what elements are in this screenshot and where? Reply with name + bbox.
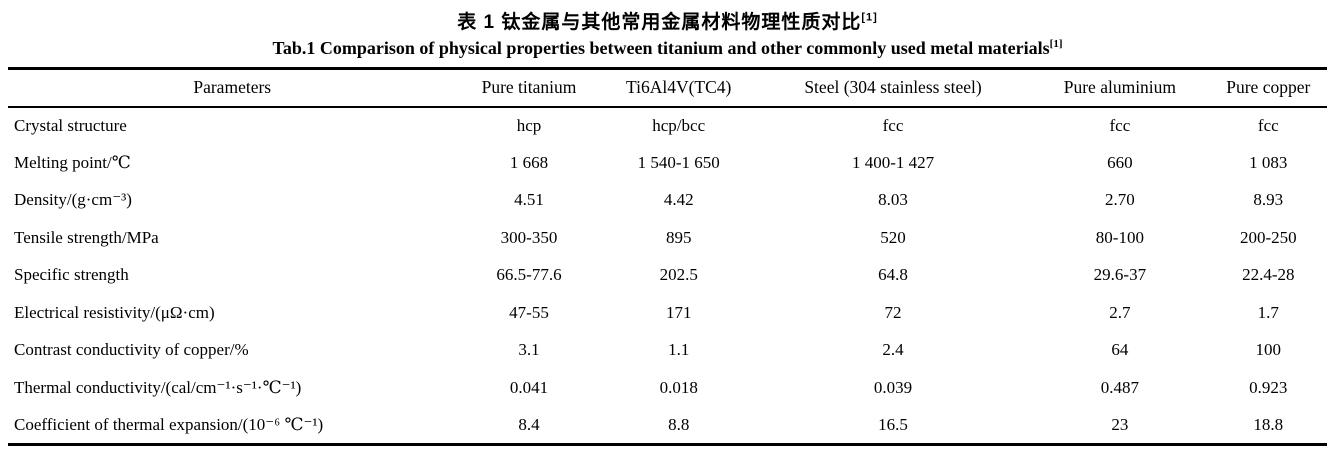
column-header-pure-aluminium: Pure aluminium <box>1063 77 1177 98</box>
param-cell: Melting point/℃ <box>14 152 131 172</box>
value-cell: 29.6-37 <box>1093 265 1147 285</box>
table-title-en-text: Tab.1 Comparison of physical properties … <box>272 38 1050 58</box>
value-cell: 2.7 <box>1109 302 1131 322</box>
value-cell: hcp <box>516 115 542 135</box>
value-cell: fcc <box>1109 115 1131 135</box>
param-cell: Contrast conductivity of copper/% <box>14 340 249 360</box>
column-header-pure-copper: Pure copper <box>1226 77 1311 98</box>
value-cell: 4.42 <box>663 190 694 210</box>
value-cell: 8.4 <box>518 414 540 434</box>
value-cell: 8.8 <box>668 414 690 434</box>
value-cell: 1 540-1 650 <box>637 152 720 172</box>
value-cell: 202.5 <box>659 265 698 285</box>
value-cell: 1 083 <box>1249 152 1288 172</box>
value-cell: 2.4 <box>882 340 904 360</box>
row-density: Density/(g·cm⁻³) 4.51 4.42 8.03 2.70 8.9… <box>8 182 1327 220</box>
table-title-zh: 表 1 钛金属与其他常用金属材料物理性质对比[1] <box>0 0 1335 34</box>
value-cell: 1.1 <box>668 340 690 360</box>
value-cell: 47-55 <box>509 302 549 322</box>
reference-marker-zh: [1] <box>861 11 878 24</box>
row-electrical-resistivity: Electrical resistivity/(μΩ·cm) 47-55 171… <box>8 294 1327 332</box>
table-title-zh-text: 表 1 钛金属与其他常用金属材料物理性质对比 <box>457 12 862 33</box>
column-header-parameters: Parameters <box>193 77 272 98</box>
column-header-steel: Steel (304 stainless steel) <box>804 77 982 98</box>
param-cell: Specific strength <box>14 265 129 285</box>
value-cell: 8.93 <box>1253 190 1284 210</box>
value-cell: 66.5-77.6 <box>496 265 562 285</box>
value-cell: 1 668 <box>509 152 549 172</box>
value-cell: 0.487 <box>1100 377 1140 397</box>
row-contrast-conductivity: Contrast conductivity of copper/% 3.1 1.… <box>8 332 1327 370</box>
value-cell: 0.041 <box>509 377 549 397</box>
column-header-ti6al4v: Ti6Al4V(TC4) <box>626 77 732 98</box>
value-cell: 1.7 <box>1257 302 1279 322</box>
value-cell: 22.4-28 <box>1242 265 1295 285</box>
table-title-en: Tab.1 Comparison of physical properties … <box>0 38 1335 59</box>
row-melting-point: Melting point/℃ 1 668 1 540-1 650 1 400-… <box>8 144 1327 182</box>
value-cell: 64.8 <box>878 265 908 285</box>
value-cell: 100 <box>1255 340 1282 360</box>
value-cell: 200-250 <box>1239 227 1297 247</box>
row-tensile-strength: Tensile strength/MPa 300-350 895 520 80-… <box>8 219 1327 257</box>
value-cell: fcc <box>1257 115 1279 135</box>
value-cell: 0.018 <box>659 377 698 397</box>
row-specific-strength: Specific strength 66.5-77.6 202.5 64.8 2… <box>8 257 1327 295</box>
param-cell: Tensile strength/MPa <box>14 227 159 247</box>
reference-marker-en: [1] <box>1049 38 1063 50</box>
value-cell: 1 400-1 427 <box>851 152 935 172</box>
value-cell: 72 <box>884 302 902 322</box>
value-cell: 0.923 <box>1249 377 1288 397</box>
param-cell: Thermal conductivity/(cal/cm⁻¹·s⁻¹·℃⁻¹) <box>14 377 302 397</box>
value-cell: 23 <box>1111 414 1129 434</box>
row-thermal-conductivity: Thermal conductivity/(cal/cm⁻¹·s⁻¹·℃⁻¹) … <box>8 369 1327 407</box>
value-cell: 4.51 <box>514 190 544 210</box>
param-cell: Coefficient of thermal expansion/(10⁻⁶ ℃… <box>14 414 324 434</box>
row-crystal-structure: Crystal structure hcp hcp/bcc fcc fcc fc… <box>8 107 1327 145</box>
value-cell: 300-350 <box>500 227 558 247</box>
value-cell: fcc <box>882 115 904 135</box>
value-cell: hcp/bcc <box>652 115 706 135</box>
value-cell: 8.03 <box>878 190 908 210</box>
param-cell: Density/(g·cm⁻³) <box>14 190 132 210</box>
value-cell: 895 <box>665 227 692 247</box>
param-cell: Electrical resistivity/(μΩ·cm) <box>14 302 215 322</box>
value-cell: 64 <box>1111 340 1129 360</box>
value-cell: 660 <box>1107 152 1133 172</box>
value-cell: 80-100 <box>1095 227 1144 247</box>
value-cell: 16.5 <box>878 414 908 434</box>
value-cell: 18.8 <box>1253 414 1284 434</box>
header-row: Parameters Pure titanium Ti6Al4V(TC4) St… <box>8 69 1327 107</box>
value-cell: 0.039 <box>873 377 913 397</box>
properties-table: Parameters Pure titanium Ti6Al4V(TC4) St… <box>8 67 1327 446</box>
column-header-pure-titanium: Pure titanium <box>481 77 577 98</box>
value-cell: 2.70 <box>1105 190 1135 210</box>
value-cell: 3.1 <box>518 340 540 360</box>
row-thermal-expansion: Coefficient of thermal expansion/(10⁻⁶ ℃… <box>8 407 1327 445</box>
value-cell: 520 <box>880 227 906 247</box>
param-cell: Crystal structure <box>14 115 127 135</box>
value-cell: 171 <box>665 302 692 322</box>
